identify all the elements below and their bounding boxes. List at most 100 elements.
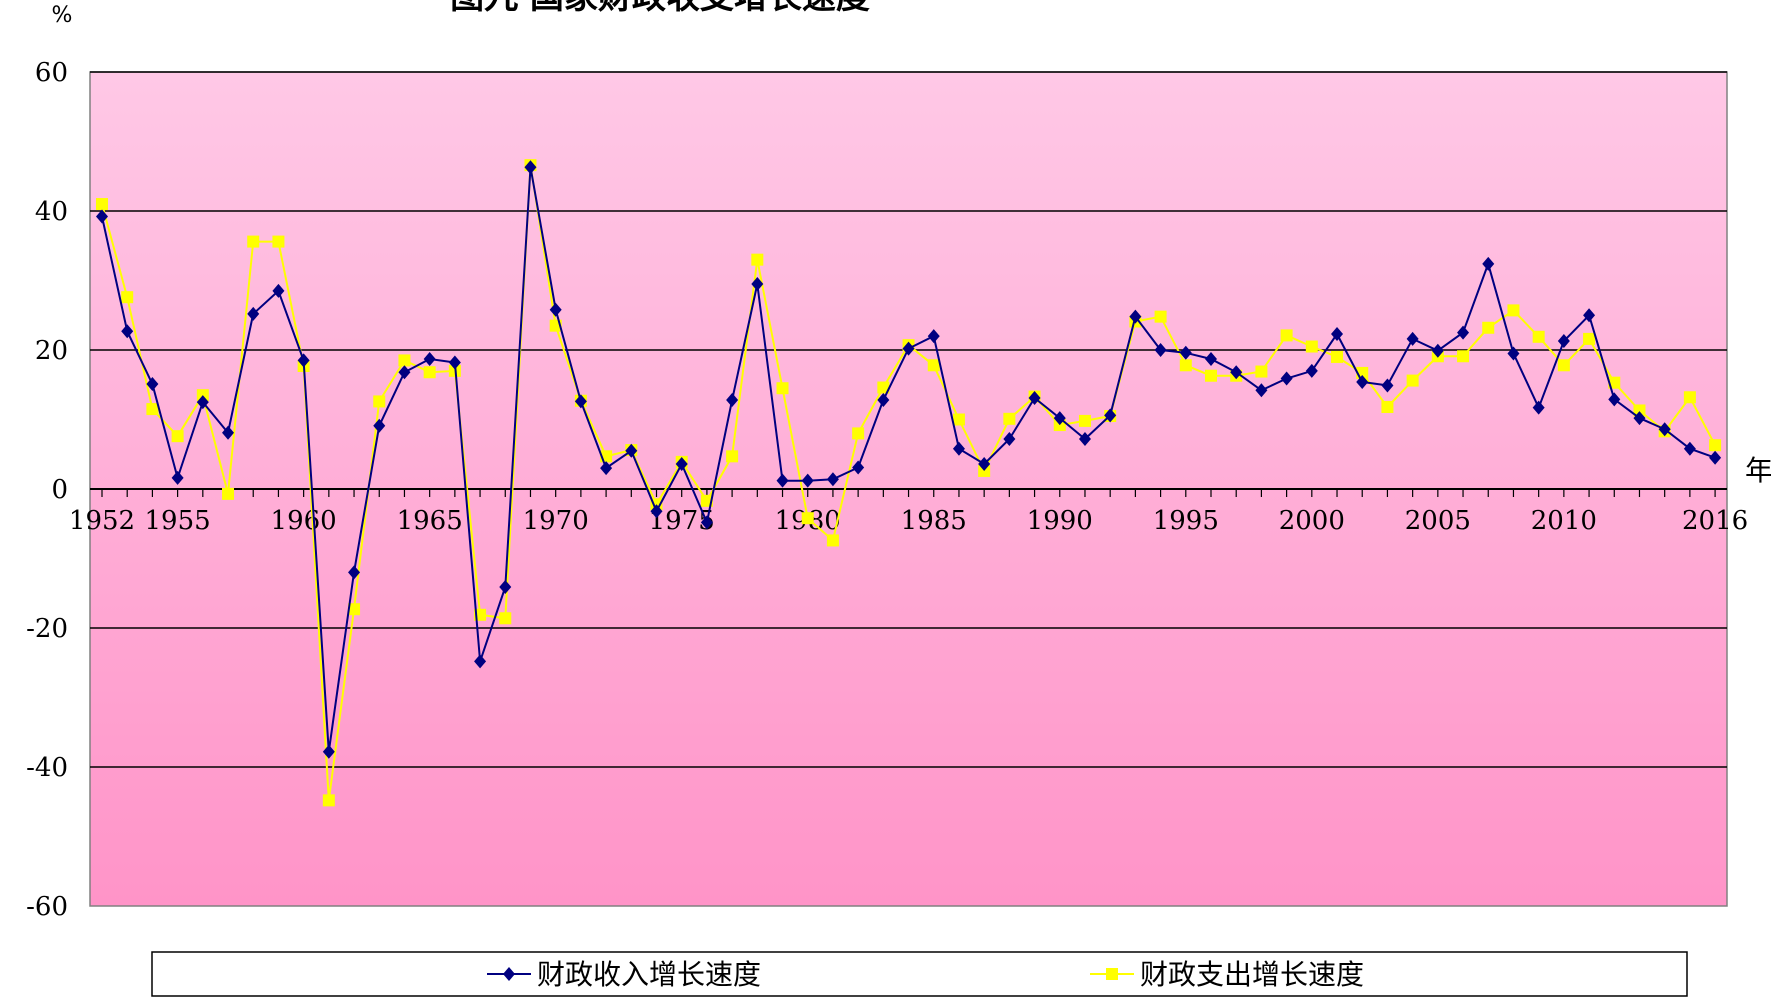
- data-point: [1507, 346, 1520, 361]
- data-point: [1129, 309, 1142, 324]
- legend-box: [151, 951, 1688, 997]
- data-point: [1683, 391, 1696, 404]
- data-point: [474, 654, 487, 669]
- data-point: [1482, 321, 1495, 334]
- data-point: [171, 430, 184, 443]
- data-point: [801, 473, 814, 488]
- data-point: [1532, 330, 1545, 343]
- data-point: [1028, 390, 1041, 405]
- data-point: [1709, 450, 1722, 465]
- data-point: [1633, 411, 1646, 426]
- y-tick-label: 60: [35, 58, 68, 88]
- data-point: [1331, 327, 1344, 342]
- legend-item-0: 财政收入增长速度: [487, 958, 761, 991]
- data-point: [1204, 369, 1217, 382]
- data-point: [297, 353, 310, 368]
- data-point: [1457, 325, 1470, 340]
- data-point: [1078, 414, 1091, 427]
- data-point: [1709, 439, 1722, 452]
- data-point: [1305, 340, 1318, 353]
- legend-label: 财政收入增长速度: [537, 958, 761, 991]
- data-point: [398, 365, 411, 380]
- data-point: [726, 393, 739, 408]
- data-point: [1532, 400, 1545, 415]
- data-point: [902, 341, 915, 356]
- data-point: [1482, 256, 1495, 271]
- data-point: [1204, 352, 1217, 367]
- data-point: [1406, 331, 1419, 346]
- y-tick-label: -40: [26, 753, 68, 783]
- y-tick-label: 0: [51, 475, 68, 505]
- data-point: [1053, 411, 1066, 426]
- legend: 财政收入增长速度 财政支出增长速度: [151, 951, 1688, 997]
- y-tick-label: 40: [35, 197, 68, 227]
- data-point: [776, 473, 789, 488]
- legend-marker: [503, 967, 515, 981]
- x-tick-label: 2010: [1531, 506, 1597, 536]
- data-point: [852, 460, 865, 475]
- data-point: [171, 470, 184, 485]
- data-point: [1003, 412, 1016, 425]
- data-point: [121, 324, 134, 339]
- data-point: [423, 352, 436, 367]
- data-point: [1179, 359, 1192, 372]
- legend-label: 财政支出增长速度: [1140, 958, 1364, 991]
- data-point: [499, 612, 512, 625]
- data-point: [801, 512, 814, 525]
- data-point: [549, 302, 562, 317]
- data-point: [1608, 392, 1621, 407]
- data-point: [1583, 308, 1596, 323]
- data-point: [272, 283, 285, 298]
- data-point: [1078, 431, 1091, 446]
- data-point: [726, 450, 739, 463]
- chart-title: 图九 国家财政收支增长速度: [450, 0, 870, 17]
- data-point: [348, 603, 361, 616]
- x-tick-label: 2000: [1279, 506, 1345, 536]
- data-point: [322, 744, 335, 759]
- data-point: [927, 329, 940, 344]
- data-point: [247, 306, 260, 321]
- data-point: [196, 395, 209, 410]
- data-point: [1280, 329, 1293, 342]
- data-point: [247, 235, 260, 248]
- data-point: [1381, 400, 1394, 413]
- data-point: [1557, 333, 1570, 348]
- data-point: [700, 515, 713, 530]
- data-point: [952, 413, 965, 426]
- x-tick-label: 1985: [901, 506, 967, 536]
- data-point: [1381, 378, 1394, 393]
- data-point: [499, 579, 512, 594]
- data-point: [600, 461, 613, 476]
- data-point: [927, 359, 940, 372]
- data-point: [222, 425, 235, 440]
- data-point: [826, 472, 839, 487]
- x-tick-label: 1990: [1027, 506, 1093, 536]
- data-point: [121, 291, 134, 304]
- x-axis-unit-label: 年: [1745, 454, 1771, 487]
- data-point: [1255, 383, 1268, 398]
- y-tick-label: -60: [26, 892, 68, 922]
- data-point: [852, 427, 865, 440]
- data-point: [751, 253, 764, 266]
- y-axis-ticks: 60 40 20 0 -20 -40 -60: [26, 58, 68, 922]
- data-point: [625, 443, 638, 458]
- data-point: [1179, 345, 1192, 360]
- data-point: [1331, 350, 1344, 363]
- data-point: [751, 276, 764, 291]
- x-tick-label: 1970: [523, 506, 589, 536]
- data-point: [146, 377, 159, 392]
- data-point: [1608, 376, 1621, 389]
- data-point: [650, 504, 663, 519]
- legend-item-1: 财政支出增长速度: [1090, 958, 1364, 991]
- data-point: [423, 366, 436, 379]
- x-tick-label: 1995: [1153, 506, 1219, 536]
- data-point: [448, 355, 461, 370]
- data-point: [1633, 404, 1646, 417]
- data-point: [1507, 304, 1520, 317]
- data-point: [1356, 374, 1369, 389]
- data-point: [1003, 431, 1016, 446]
- data-point: [398, 354, 411, 367]
- series-0: [96, 160, 1722, 759]
- data-point: [1431, 343, 1444, 358]
